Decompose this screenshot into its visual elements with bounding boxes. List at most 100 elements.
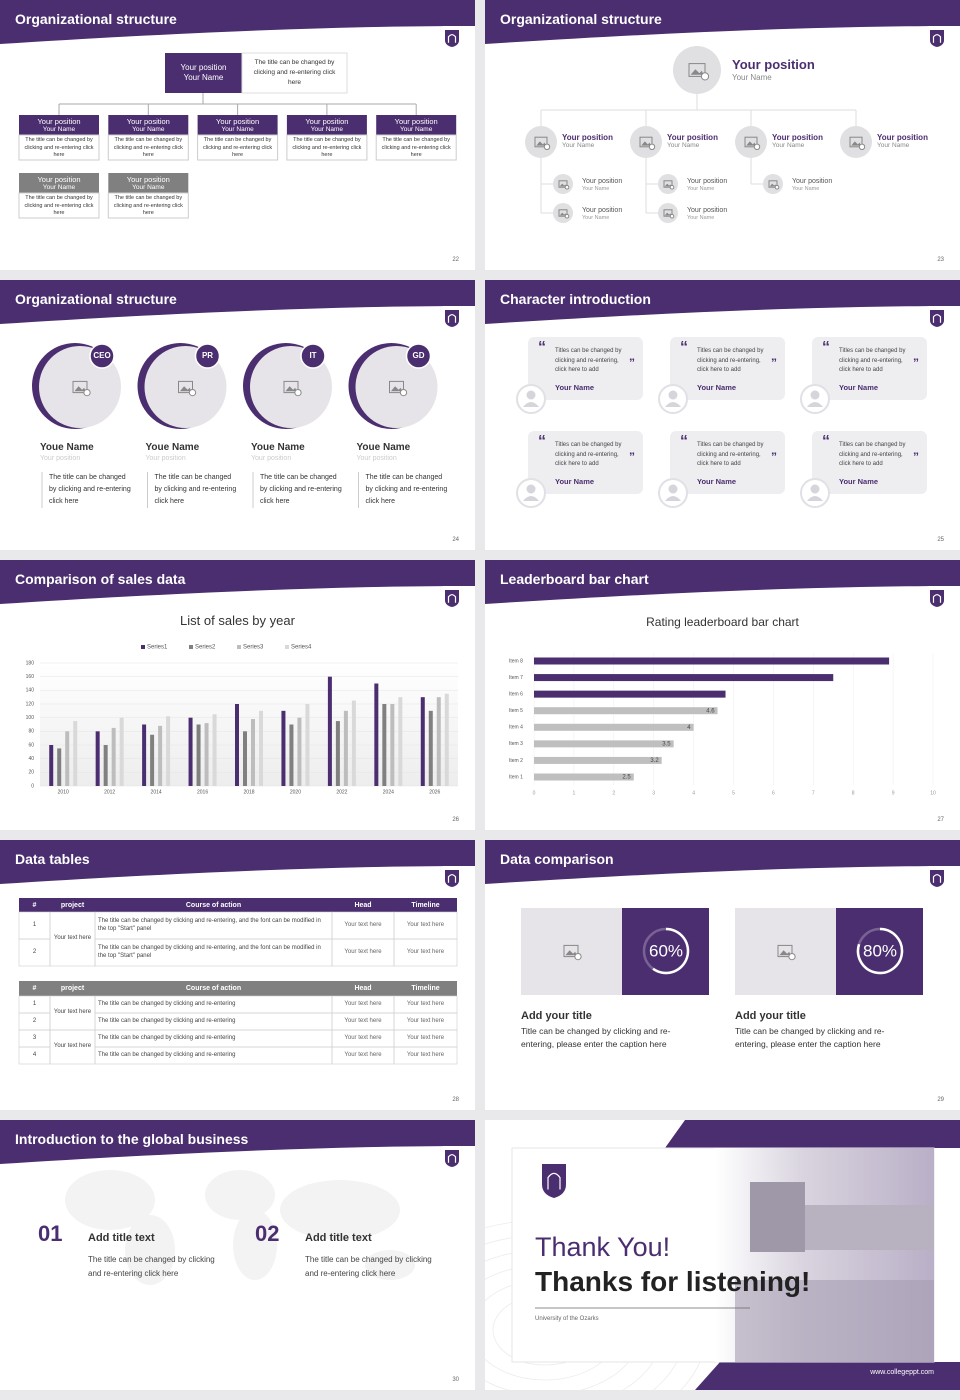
- bar: [335, 721, 340, 786]
- logo-shield: [542, 1164, 566, 1198]
- avatar-head: [526, 484, 536, 494]
- bar: [119, 717, 124, 786]
- image-icon-plus: [669, 184, 675, 190]
- bar: [351, 700, 356, 786]
- item-text: The title can be changed by clicking and…: [305, 1255, 432, 1278]
- image-icon-plus: [669, 213, 675, 219]
- x-tick-label: 3: [652, 790, 655, 796]
- slide-graphics: [485, 280, 960, 508]
- image-panel: [735, 908, 836, 995]
- table-cell-text: Your text here: [344, 1000, 382, 1007]
- image-icon: [563, 944, 579, 958]
- child-avatar: [553, 203, 573, 223]
- ring-label: 80%: [863, 941, 897, 960]
- logo-shield: [445, 590, 459, 607]
- y-tick-label: 0: [31, 783, 34, 789]
- image-icon: [849, 136, 863, 148]
- chart-title: List of sales by year: [180, 613, 295, 628]
- page-number: 23: [937, 257, 944, 263]
- image-icon-plus: [700, 72, 710, 81]
- bar: [327, 676, 332, 786]
- quote-card: [670, 337, 785, 400]
- node-position: Your position: [126, 117, 170, 126]
- page-number: 25: [937, 537, 944, 543]
- quote-card: [670, 431, 785, 494]
- table-cell-text: Your text here: [53, 1043, 92, 1050]
- quote-card: [812, 337, 927, 400]
- image-icon-mountain: [851, 141, 861, 146]
- logo-shield: [445, 1150, 459, 1167]
- node-header: [108, 115, 189, 135]
- x-tick-label: 2016: [197, 789, 208, 795]
- close-quote: ”: [629, 356, 635, 370]
- logo-shield: [930, 30, 944, 47]
- avatar-head: [810, 390, 820, 400]
- top-name: Your Name: [732, 73, 772, 82]
- slide-title: Organizational structure: [15, 11, 177, 27]
- badge-text: PR: [202, 351, 213, 360]
- image-panel: [521, 908, 622, 995]
- university-name: University of the Ozarks: [535, 1316, 599, 1322]
- table-cell-text: 3: [32, 1034, 37, 1041]
- child-position: Your position: [687, 207, 728, 214]
- bar: [534, 773, 634, 781]
- item-title: Add title text: [305, 1232, 372, 1244]
- child-avatar: [658, 203, 678, 223]
- slide: Organizational structure 22 Your position Y…: [0, 0, 475, 270]
- node-body: [18, 192, 100, 219]
- image-icon-mountain: [285, 386, 297, 392]
- logo-shield: [445, 870, 459, 887]
- badge-text: IT: [309, 351, 316, 360]
- person-text: The title can be changed by clicking and…: [365, 474, 448, 505]
- node-header: [108, 173, 189, 193]
- header-band: [485, 560, 960, 604]
- map-shape: [125, 1215, 175, 1285]
- bar: [382, 704, 387, 786]
- slide: 60% 80% Data comparison 29 Add your title Tit…: [485, 840, 960, 1110]
- y-tick-label: 160: [26, 674, 35, 680]
- quote-text: Titles can be changed by clicking and re…: [839, 348, 906, 373]
- y-tick-label: 100: [26, 715, 35, 721]
- bar: [158, 725, 163, 786]
- table-cell-text: Your text here: [406, 1017, 445, 1024]
- y-tick-label: Item 7: [509, 675, 523, 681]
- bar: [235, 704, 239, 786]
- bar: [142, 724, 147, 786]
- bar: [289, 724, 294, 786]
- node-body: [107, 134, 189, 161]
- bar: [150, 734, 155, 786]
- image-icon-plus: [83, 388, 91, 397]
- slide-graphics: [485, 1120, 960, 1390]
- image-icon-mountain: [769, 183, 777, 187]
- chart-title: Rating leaderboard bar chart: [646, 615, 799, 629]
- image-icon-mountain: [559, 212, 567, 216]
- quote-card: [528, 431, 643, 494]
- top-box: [165, 53, 242, 93]
- image-icon-plus: [564, 184, 570, 190]
- ring-arc: [652, 927, 690, 975]
- table-cell-text: Your text here: [406, 921, 445, 928]
- table-cell: [18, 1046, 51, 1065]
- table-cell-text: 1: [32, 1000, 37, 1007]
- image-icon-plus: [399, 388, 408, 397]
- slide: Data tables 28 # project Course of action Hea…: [0, 840, 475, 1110]
- person-name: Youe Name: [356, 442, 411, 453]
- image-icon: [534, 136, 548, 148]
- node-text: The title can be changed by clicking and…: [24, 195, 94, 216]
- quote-name: Your Name: [555, 383, 595, 392]
- node-name: Your Name: [42, 184, 76, 191]
- badge-text: CEO: [93, 351, 110, 360]
- person-role: Your position: [251, 455, 292, 462]
- value-label: 3.2: [650, 758, 659, 764]
- card-text: Title can be changed by clicking and re-…: [521, 1026, 671, 1049]
- node-name: Your Name: [42, 126, 76, 133]
- avatar-body: [807, 496, 823, 501]
- table-header-text: #: [32, 985, 37, 992]
- quote-text: Titles can be changed by clicking and re…: [697, 442, 764, 467]
- table-cell-text: Your text here: [53, 935, 92, 942]
- image-icon-mountain: [536, 141, 546, 146]
- x-tick-label: 0: [533, 790, 536, 796]
- logo-arch: [447, 34, 457, 43]
- image-icon-mountain: [179, 386, 192, 392]
